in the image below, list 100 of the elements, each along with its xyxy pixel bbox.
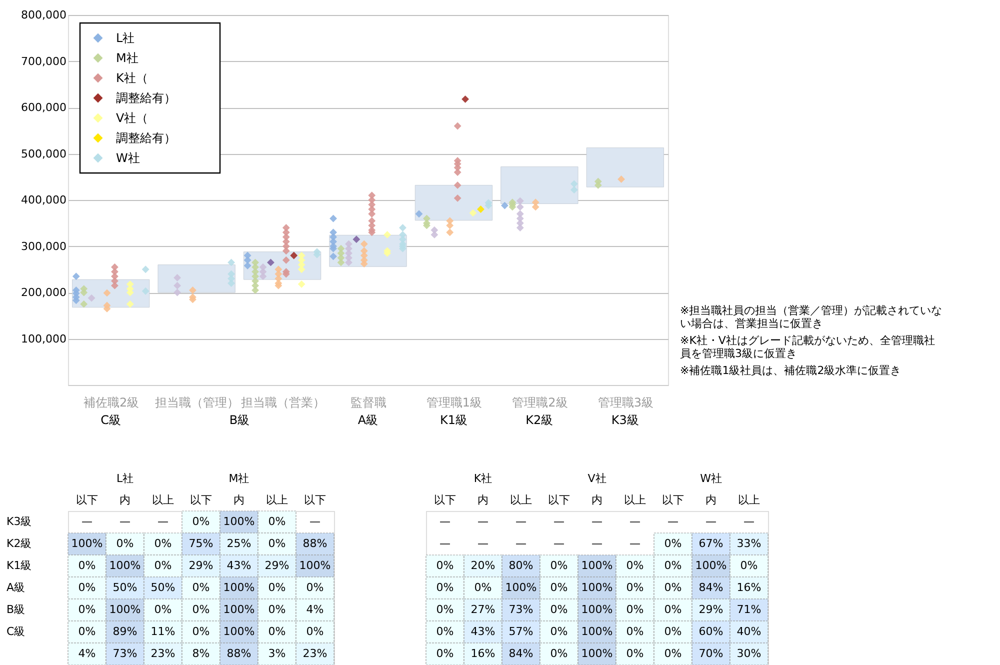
x-tick-label: 以下 [434, 494, 456, 506]
data-label: 100% [109, 559, 141, 572]
x-tick-label: 監督職 [350, 396, 386, 410]
text: ※K社・V社はグレード記載がないため、全管理職社員を管理職3級に仮置き [680, 334, 935, 360]
data-label: 0% [268, 537, 286, 550]
data-label: 0% [268, 581, 286, 594]
data-label: 73% [508, 603, 534, 616]
text: — [554, 515, 564, 528]
x-tick-label: 担当職（営業） [240, 396, 325, 410]
text: — [478, 515, 488, 528]
text: M社 [228, 472, 250, 485]
data-label: 0% [192, 603, 210, 616]
data-label: 0% [268, 515, 286, 528]
data-label: 0% [436, 581, 454, 594]
data-label: 33% [736, 537, 762, 550]
text: ※担当職社員の担当（営業／管理）が記載されていない場合は、営業担当に仮置き [680, 304, 942, 330]
text: B級 [229, 413, 250, 427]
data-label: 23% [302, 647, 328, 660]
data-label: 0% [664, 537, 682, 550]
data-label: 29% [264, 559, 290, 572]
y-tick-label: 100,000 [21, 332, 66, 346]
text: — [478, 537, 488, 550]
x-tick-label: 補佐職2級 [84, 396, 140, 410]
text: W社 [700, 472, 722, 485]
data-label: 0% [268, 625, 286, 638]
y-tick-label: A級 [6, 581, 26, 594]
x-tick-label: 以下 [662, 494, 684, 506]
data-label: 0% [154, 537, 172, 550]
text: — [82, 515, 92, 528]
legend-label: M社 [116, 51, 138, 65]
data-label: 100% [581, 603, 613, 616]
data-label: 50% [150, 581, 176, 594]
text: — [592, 537, 602, 550]
data-label: 30% [736, 647, 762, 660]
data-label: 89% [112, 625, 138, 638]
x-tick-label: 以下 [304, 494, 326, 506]
data-label: 0% [306, 581, 324, 594]
x-tick-label: 内 [592, 494, 602, 506]
text: — [554, 537, 564, 550]
y-tick-label: K3級 [6, 515, 32, 528]
y-tick-label: C級 [6, 625, 26, 638]
y-tick-label: B級 [6, 603, 26, 616]
legend-label: 調整給有） [116, 91, 176, 105]
data-label: 88% [302, 537, 328, 550]
data-label: 100% [71, 537, 103, 550]
legend-label: K社（ [116, 71, 148, 85]
data-label: 0% [306, 625, 324, 638]
data-label: 0% [664, 647, 682, 660]
data-label: 0% [78, 625, 96, 638]
data-label: 0% [664, 559, 682, 572]
data-label: 70% [698, 647, 724, 660]
data-label: 25% [226, 537, 252, 550]
data-label: 100% [299, 559, 331, 572]
data-label: 16% [470, 647, 496, 660]
text: C級 [100, 413, 122, 427]
data-label: 100% [505, 581, 537, 594]
y-tick-label: 800,000 [21, 8, 66, 22]
data-label: 100% [581, 581, 613, 594]
data-label: 0% [550, 625, 568, 638]
data-label: 0% [626, 581, 644, 594]
bar [158, 264, 236, 293]
data-label: 100% [695, 559, 727, 572]
data-label: 0% [550, 581, 568, 594]
data-label: 84% [698, 581, 724, 594]
data-label: 0% [474, 581, 492, 594]
data-label: 0% [664, 603, 682, 616]
data-label: 100% [223, 581, 255, 594]
data-label: 73% [112, 647, 138, 660]
y-tick-label: 700,000 [21, 54, 66, 68]
data-label: 40% [736, 625, 762, 638]
x-tick-label: 以下 [76, 494, 98, 506]
text: — [516, 515, 526, 528]
data-label: 100% [109, 603, 141, 616]
y-tick-label: 400,000 [21, 194, 66, 206]
data-label: 4% [78, 647, 96, 660]
text: — [592, 515, 602, 528]
y-tick-label: 200,000 [21, 286, 66, 299]
text: — [120, 515, 130, 528]
text: — [310, 515, 320, 528]
data-label: 0% [268, 603, 286, 616]
x-tick-label: 管理職1級 [426, 396, 482, 410]
text: K3級 [611, 413, 639, 427]
x-tick-label: 管理職2級 [512, 396, 568, 410]
data-label: 29% [188, 559, 214, 572]
x-tick-label: 内 [478, 494, 488, 506]
data-label: 43% [226, 559, 252, 572]
data-label: 0% [626, 559, 644, 572]
bar [586, 147, 664, 188]
data-label: 0% [436, 647, 454, 660]
data-label: 0% [626, 647, 644, 660]
text: ※補佐職1級社員は、補佐職2級水準に仮置き [680, 364, 902, 377]
y-tick-label: 500,000 [21, 147, 66, 160]
data-label: 3% [268, 647, 286, 660]
text: L社 [116, 472, 134, 485]
text: — [440, 515, 450, 528]
text: K社 [474, 472, 492, 485]
data-label: 0% [192, 581, 210, 594]
data-label: 0% [550, 647, 568, 660]
data-label: 20% [470, 559, 496, 572]
data-label: 0% [78, 559, 96, 572]
